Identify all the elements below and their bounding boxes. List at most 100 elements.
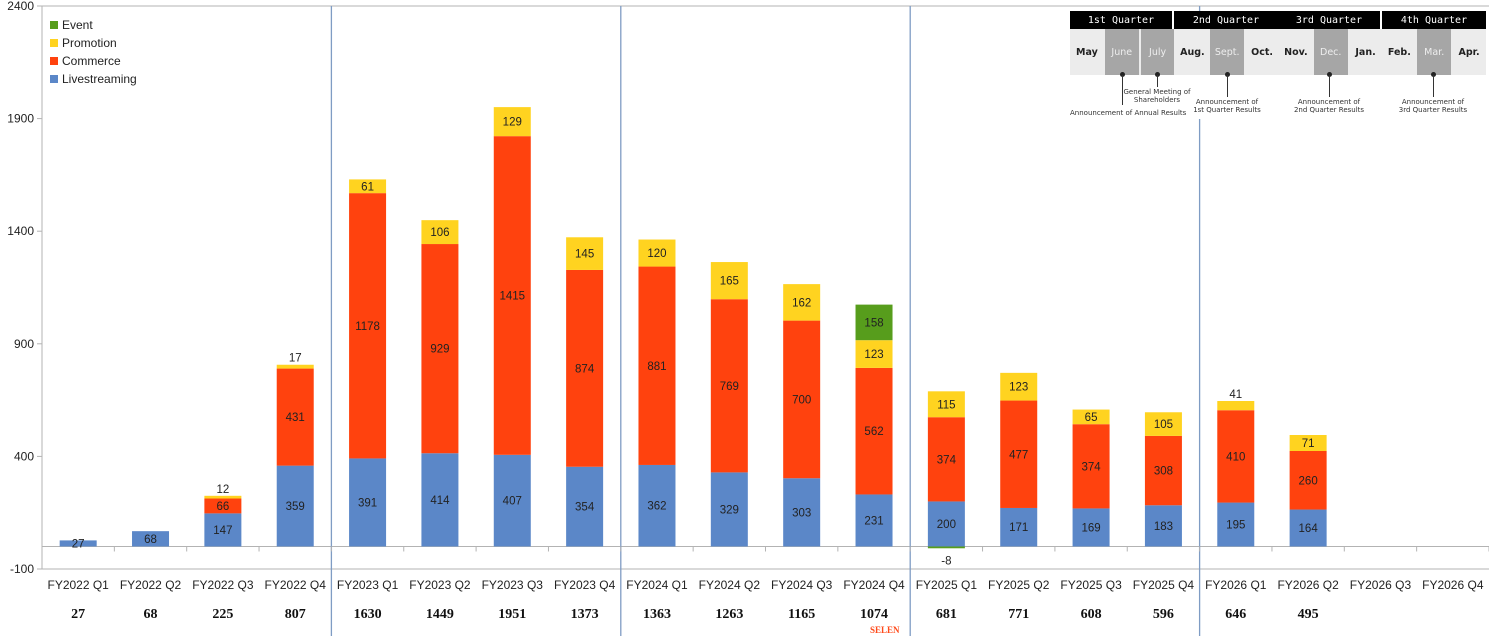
annotation-q3-results: Announcement of 3rd Quarter Results [1398,98,1468,114]
data-label: 65 [1085,412,1098,424]
x-tick-label: FY2024 Q2 [699,578,761,592]
bar-livestreaming [855,494,893,547]
data-label: 362 [647,501,666,513]
marker-dot [1155,72,1160,77]
data-label: -8 [941,555,951,567]
bar-livestreaming [710,472,748,547]
y-tick-label: 1900 [7,112,34,126]
data-label: 71 [1302,438,1315,450]
data-label: 881 [647,361,666,373]
y-tick-label: 1400 [7,224,34,238]
data-label: 169 [1081,522,1100,534]
marker-line [1329,75,1330,97]
x-tick-label: FY2023 Q2 [409,578,471,592]
x-tick-label: FY2023 Q1 [337,578,399,592]
x-tick-label: FY2026 Q2 [1277,578,1339,592]
bar-promotion [710,262,748,300]
legend-item-event: Event [50,16,137,34]
bar-livestreaming [421,453,459,547]
marker-dot [1120,72,1125,77]
data-label: 303 [792,507,811,519]
legend-item-livestreaming: Livestreaming [50,70,137,88]
bar-commerce [276,368,314,466]
data-label: 105 [1154,419,1173,431]
data-label: 41 [1229,389,1242,401]
legend-label: Promotion [62,36,117,50]
data-label: 407 [503,496,522,508]
data-label: 68 [144,534,157,546]
total-label: 1951 [498,607,526,622]
bar-livestreaming [638,464,676,547]
bar-livestreaming [927,501,965,547]
data-label: 1178 [355,321,380,333]
bar-commerce [493,136,531,455]
bar-promotion [1217,401,1255,411]
x-tick-label: FY2026 Q1 [1205,578,1267,592]
bar-promotion [421,220,459,245]
x-tick-label: FY2022 Q3 [192,578,254,592]
bar-livestreaming [493,454,531,547]
annotation-q2-results: Announcement of 2nd Quarter Results [1293,98,1365,114]
bar-event [927,546,965,549]
total-label: 1630 [354,607,382,622]
marker-line [1433,75,1434,97]
bar-livestreaming [349,458,387,547]
data-label: 162 [792,297,811,309]
bar-promotion [855,340,893,368]
total-label: 646 [1225,607,1246,622]
data-label: 562 [864,426,883,438]
legend-item-commerce: Commerce [50,52,137,70]
month: June [1104,29,1139,75]
bar-promotion [349,179,387,194]
bar-promotion [1072,409,1110,425]
data-label: 195 [1226,520,1245,532]
total-label: 1373 [571,607,599,622]
bar-promotion [783,284,821,321]
data-label: 171 [1009,522,1028,534]
bar-promotion [566,237,604,270]
legend-label: Livestreaming [62,72,137,86]
data-label: 123 [864,349,883,361]
legend: Event Promotion Commerce Livestreaming [50,16,137,88]
x-tick-label: FY2025 Q4 [1133,578,1195,592]
data-label: 12 [216,484,229,496]
bar-commerce [783,320,821,479]
x-tick-label: FY2024 Q4 [843,578,905,592]
data-label: 391 [358,497,377,509]
x-tick-label: FY2025 Q2 [988,578,1050,592]
bar-promotion [204,495,242,499]
total-label: 27 [71,607,85,622]
bar-commerce [566,269,604,467]
bar-commerce [1144,435,1182,506]
data-label: 700 [792,394,811,406]
bar-livestreaming [783,478,821,547]
bar-livestreaming [1217,502,1255,547]
bar-livestreaming [132,531,170,547]
data-label: 231 [864,515,883,527]
month: Aug. [1180,46,1205,58]
data-label: 183 [1154,521,1173,533]
month: Dec. [1313,29,1348,75]
legend-item-promotion: Promotion [50,34,137,52]
month: May [1076,46,1098,58]
data-label: 431 [286,412,305,424]
marker-dot [1431,72,1436,77]
marker-dot [1327,72,1332,77]
bar-commerce [638,266,676,465]
month: Nov. [1284,46,1308,58]
bar-livestreaming [204,513,242,547]
bar-promotion [493,107,531,137]
data-label: 374 [937,454,957,466]
total-label: 596 [1153,607,1174,622]
bar-livestreaming [1000,507,1038,547]
bar-promotion [638,239,676,267]
bar-promotion [276,364,314,369]
legend-swatch [50,57,58,65]
y-tick-label: 2400 [7,0,34,13]
bar-livestreaming [276,465,314,547]
data-label: 359 [286,501,305,513]
annotation-q1-results: Announcement of 1st Quarter Results [1193,98,1261,114]
data-label: 145 [575,249,594,261]
data-label: 147 [213,525,232,537]
bar-livestreaming [59,540,97,547]
